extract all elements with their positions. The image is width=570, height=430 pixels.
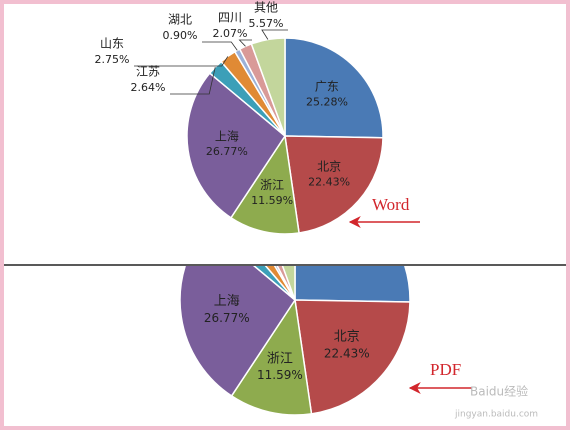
slice-label: 山东 — [100, 37, 124, 51]
slice-label: 浙江 — [260, 178, 284, 192]
slice-label: 湖北 — [168, 12, 192, 27]
pie-slice — [253, 266, 296, 301]
leader-line — [202, 41, 238, 51]
slice-label: 其他 — [254, 1, 278, 15]
pie-slice — [179, 266, 296, 397]
pie-slice — [229, 133, 300, 235]
pie-slice — [284, 135, 384, 234]
leader-line — [170, 67, 216, 95]
value-label: 11.59% — [251, 194, 293, 207]
pie-slice — [230, 297, 313, 416]
slice-label: 上海 — [215, 128, 239, 143]
value-label: 22.43% — [308, 176, 350, 189]
value-label: 25.28% — [306, 95, 348, 108]
pie-slice — [276, 266, 296, 301]
slice-label: 浙江 — [267, 351, 293, 366]
value-label: 2.75% — [95, 53, 130, 66]
value-label: 0.90% — [163, 29, 198, 42]
value-label: 11.59% — [257, 368, 303, 382]
leader-line — [238, 39, 252, 47]
pie-slice — [294, 299, 411, 415]
pie-slice — [264, 266, 296, 301]
slice-label: 北京 — [317, 160, 341, 174]
value-label: 26.77% — [204, 311, 250, 325]
leader-line — [134, 56, 229, 67]
value-label: 25.28% — [321, 253, 367, 267]
pie-slice — [250, 37, 286, 137]
leader-line — [261, 29, 288, 40]
slice-label: 广东 — [315, 80, 339, 94]
value-label: 2.64% — [131, 81, 166, 94]
value-label: 26.77% — [206, 145, 248, 158]
value-label: 2.07% — [213, 27, 248, 40]
watermark: Baidu经验 — [470, 384, 528, 399]
pie-slice — [294, 266, 411, 303]
slice-label: 四川 — [218, 11, 242, 25]
value-label: 22.43% — [324, 347, 370, 361]
slice-label: 上海 — [214, 294, 240, 309]
watermark: jingyan.baidu.com — [454, 410, 538, 420]
annotation: PDF — [430, 360, 461, 379]
pie-slice — [186, 72, 286, 219]
slice-label: 北京 — [334, 330, 360, 345]
slice-label: 江苏 — [136, 65, 160, 79]
value-label: 5.57% — [249, 17, 284, 30]
annotation: Word — [372, 195, 410, 214]
pie-slice — [284, 37, 384, 139]
pie-slice — [281, 266, 296, 301]
